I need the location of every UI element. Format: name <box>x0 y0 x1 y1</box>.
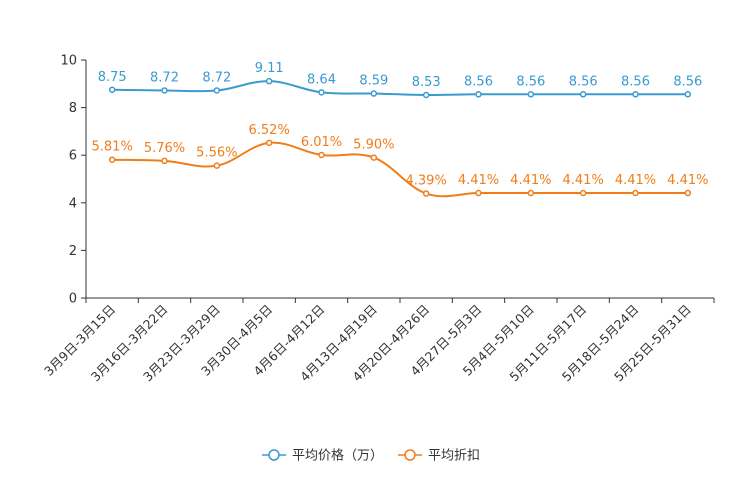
series-2-point <box>475 189 482 197</box>
series-1-point <box>161 87 168 94</box>
series-1-point <box>579 91 587 98</box>
series-1-point <box>527 91 535 98</box>
legend-1-marker <box>268 449 280 461</box>
series-1-point <box>108 86 116 93</box>
series-2-point <box>527 189 535 197</box>
y-tick-label: 2 <box>69 244 77 259</box>
series-1-point <box>370 90 378 97</box>
series-2-point <box>213 162 221 169</box>
series-2-data-label: 4.39% <box>406 174 447 189</box>
series-1-data-label: 8.56 <box>621 74 650 89</box>
series-2-point <box>579 189 587 197</box>
series-1-point <box>213 87 221 94</box>
series-1-data-label: 8.59 <box>359 74 388 89</box>
y-tick-label: 4 <box>69 196 77 211</box>
series-1-point <box>318 89 325 96</box>
series-1-data-label: 8.56 <box>569 74 598 89</box>
series-1-data-label: 8.53 <box>412 75 441 90</box>
series-2-point <box>318 151 325 159</box>
series-2-point <box>370 154 378 161</box>
series-2-data-label: 4.41% <box>563 173 604 188</box>
series-2-data-label: 5.76% <box>144 141 185 156</box>
series-2-data-label: 4.41% <box>458 173 499 188</box>
series-1-point <box>475 91 482 98</box>
series-2-data-label: 4.41% <box>615 173 656 188</box>
y-tick-label: 10 <box>60 54 77 69</box>
series-1-data-label: 9.11 <box>255 61 284 76</box>
series-1-data-label: 8.75 <box>98 70 127 85</box>
series-2-point <box>684 189 692 197</box>
series-2-point <box>265 139 273 147</box>
series-2-data-label: 5.90% <box>353 138 394 153</box>
series-line-1 <box>112 80 688 96</box>
series-1-data-label: 8.56 <box>673 74 702 89</box>
series-1-data-label: 8.72 <box>150 70 179 85</box>
y-tick-label: 6 <box>69 149 77 164</box>
y-tick-label: 8 <box>69 101 77 116</box>
series-1-data-label: 8.56 <box>516 74 545 89</box>
legend-2-marker <box>404 449 416 461</box>
series-2-data-label: 5.56% <box>196 146 237 161</box>
series-1-data-label: 8.72 <box>202 70 231 85</box>
series-1-point <box>265 77 273 85</box>
legend-2-label: 平均折扣 <box>428 449 480 464</box>
series-1-point <box>684 91 692 98</box>
series-2-data-label: 6.52% <box>249 123 290 138</box>
series-2-point <box>161 157 168 165</box>
series-2-point <box>108 156 116 163</box>
series-2-data-label: 4.41% <box>510 173 551 188</box>
y-tick-label: 0 <box>69 292 77 307</box>
legend-1-label: 平均价格（万） <box>292 448 383 464</box>
series-2-data-label: 4.41% <box>667 173 708 188</box>
series-2-data-label: 6.01% <box>301 135 342 150</box>
series-1-point <box>632 91 639 98</box>
series-1-data-label: 8.64 <box>307 72 336 87</box>
series-2-point <box>632 189 639 197</box>
series-1-point <box>422 91 430 99</box>
series-2-data-label: 5.81% <box>92 140 133 155</box>
series-1-data-label: 8.56 <box>464 74 493 89</box>
series-2-point <box>422 190 430 197</box>
series-line-2 <box>112 141 688 198</box>
